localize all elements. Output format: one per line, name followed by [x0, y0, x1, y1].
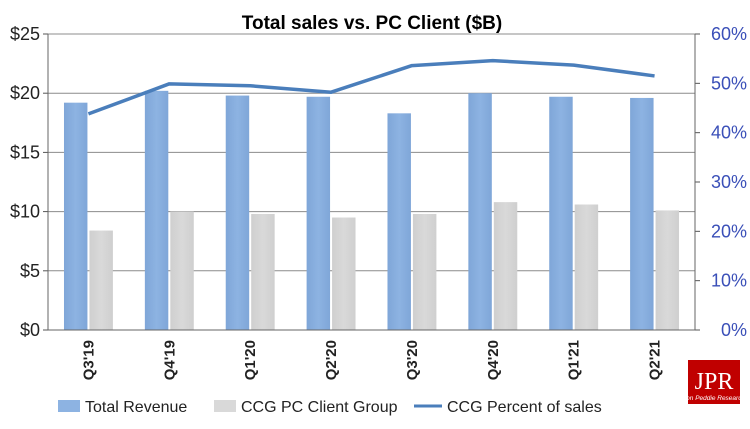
bar-total-revenue [144, 90, 169, 330]
bars [63, 90, 680, 331]
x-tick-label: Q4'19 [161, 340, 178, 380]
bar-total-revenue [630, 97, 654, 330]
bar-total-revenue [387, 113, 411, 330]
bar-ccg-pc-client [89, 230, 113, 330]
left-tick-label: $25 [10, 24, 40, 44]
bar-ccg-pc-client [251, 213, 275, 330]
left-tick-label: $15 [10, 142, 40, 162]
left-axis: $0 $5 $10 $15 $20 $25 [10, 24, 49, 340]
legend-label-ccg-percent: CCG Percent of sales [447, 399, 602, 416]
bar-total-revenue [549, 96, 573, 330]
chart-title: Total sales vs. PC Client ($B) [242, 13, 502, 34]
line-ccg-percent [87, 58, 655, 116]
right-tick-label: 40% [711, 123, 747, 143]
legend-swatch-ccg-pc-client [214, 400, 236, 412]
right-tick-label: 10% [711, 271, 747, 291]
bar-ccg-pc-client [655, 210, 680, 330]
x-axis: Q3'19 Q4'19 Q1'20 Q2'20 Q3'20 Q4'20 Q1'21 Q2'21 [48, 329, 695, 380]
right-tick-label: 0% [721, 320, 747, 340]
bar-total-revenue [306, 96, 331, 330]
jpr-logo-background [688, 360, 740, 404]
right-tick-label: 60% [711, 24, 747, 44]
bar-total-revenue [225, 95, 250, 331]
x-tick-label: Q2'20 [323, 340, 340, 380]
bar-ccg-pc-client [574, 204, 599, 330]
right-tick-label: 50% [711, 73, 747, 93]
x-tick-label: Q4'20 [485, 340, 502, 380]
x-tick-label: Q1'21 [566, 340, 583, 380]
x-tick-label: Q1'20 [242, 340, 259, 380]
percent-line [87, 58, 655, 116]
x-tick-label: Q2'21 [647, 340, 664, 380]
jpr-logo-subtext: Jon Peddie Research [682, 395, 746, 402]
left-tick-label: $20 [10, 83, 40, 103]
bar-ccg-pc-client [332, 217, 356, 330]
legend-label-total-revenue: Total Revenue [85, 399, 187, 416]
legend-swatch-total-revenue [58, 400, 80, 412]
bar-ccg-pc-client [170, 211, 194, 330]
right-tick-label: 20% [711, 221, 747, 241]
left-tick-label: $10 [10, 202, 40, 222]
x-tick-label: Q3'19 [80, 340, 97, 380]
jpr-logo-text: JPR [695, 369, 734, 395]
bar-ccg-pc-client [493, 202, 518, 330]
left-tick-label: $0 [20, 320, 40, 340]
bar-total-revenue [468, 93, 492, 330]
jpr-logo: JPR Jon Peddie Research [682, 360, 746, 404]
legend: Total Revenue CCG PC Client Group CCG Pe… [58, 399, 602, 416]
legend-label-ccg-pc-client: CCG PC Client Group [241, 399, 398, 416]
x-tick-label: Q3'20 [404, 340, 421, 380]
bar-total-revenue [63, 102, 88, 330]
bar-ccg-pc-client [412, 213, 437, 330]
right-axis: 0% 10% 20% 30% 40% 50% 60% [694, 24, 747, 340]
right-tick-label: 30% [711, 172, 747, 192]
left-tick-label: $5 [20, 261, 40, 281]
